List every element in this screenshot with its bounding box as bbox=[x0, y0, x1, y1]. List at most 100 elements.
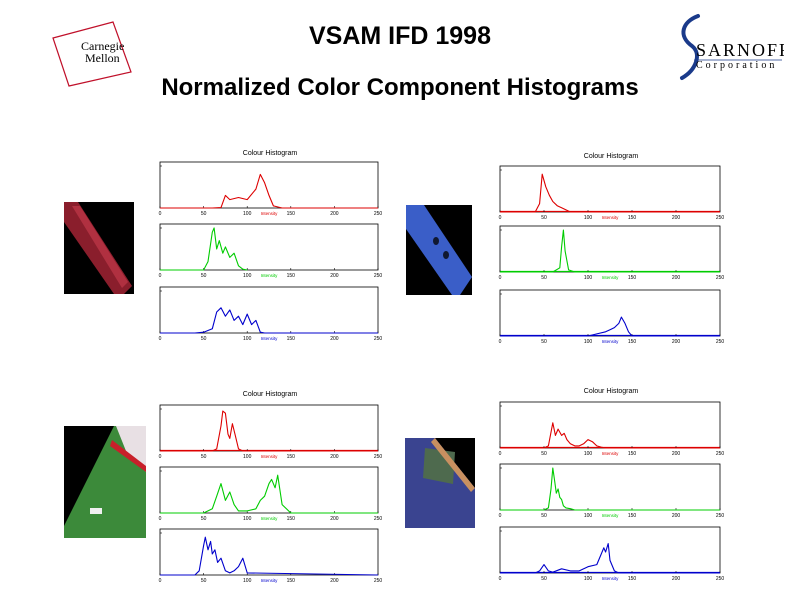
slide-subtitle: Normalized Color Component Histograms bbox=[161, 74, 639, 101]
histogram-1-red: 0 50 100 150 200 250 Intensity bbox=[159, 161, 383, 217]
hist-3-s2-tick-label-2: 100 bbox=[243, 516, 252, 522]
hist-1-s1-xlabel: Intensity bbox=[261, 211, 279, 216]
hist-2-s3-tick-label-3: 150 bbox=[628, 339, 637, 345]
hist-4-s3-tick-label-3: 150 bbox=[628, 576, 637, 582]
hist-4-s2-tick-label-1: 50 bbox=[541, 513, 547, 519]
histogram-1-blue: 0 50 100 150 200 250 Intensity bbox=[159, 286, 383, 342]
hist-4-s2-tick-label-0: 0 bbox=[499, 513, 502, 519]
hist-3-s3-tick-label-0: 0 bbox=[159, 578, 162, 584]
hist-1-s2-series-line bbox=[160, 227, 248, 271]
hist-4-s1-frame bbox=[499, 401, 721, 449]
hist-1-s2-tick-label-1: 50 bbox=[201, 273, 207, 279]
hist-3-s3-series-line bbox=[160, 536, 379, 576]
hist-1-s3-frame bbox=[159, 286, 379, 334]
hist-3-s1-tick-label-5: 250 bbox=[374, 454, 383, 460]
hist-1-s1-tick-label-4: 200 bbox=[330, 211, 339, 217]
histogram-title-4: Colour Histogram bbox=[583, 388, 639, 395]
hist-4-s2-tick-label-4: 200 bbox=[672, 513, 681, 519]
hist-1-s3-xlabel: Intensity bbox=[261, 336, 279, 341]
sarnoff-logo: SARNOFF Corporation bbox=[680, 14, 784, 80]
hist-3-s3-tick-label-1: 50 bbox=[201, 578, 207, 584]
hist-3-s1-xlabel: Intensity bbox=[261, 454, 279, 459]
hist-3-s2-tick-label-0: 0 bbox=[159, 516, 162, 522]
hist-1-s1-tick-label-0: 0 bbox=[159, 211, 162, 217]
hist-1-s2-tick-label-3: 150 bbox=[287, 273, 296, 279]
object-swatch-green bbox=[64, 426, 146, 538]
histogram-4-red: 0 50 100 150 200 250 Intensity bbox=[499, 401, 725, 457]
sarnoff-logo-sub: Corporation bbox=[696, 60, 777, 71]
hist-2-s3-tick-label-2: 100 bbox=[584, 339, 593, 345]
histogram-3-green: 0 50 100 150 200 250 Intensity bbox=[159, 466, 382, 522]
hist-3-s3-frame bbox=[159, 528, 379, 576]
histogram-title-2: Colour Histogram bbox=[583, 153, 639, 160]
hist-1-s2-tick-label-2: 100 bbox=[243, 273, 252, 279]
hist-2-s2-tick-label-3: 150 bbox=[628, 275, 637, 281]
histogram-2-red: 0 50 100 150 200 250 Intensity bbox=[499, 165, 725, 221]
hist-1-s3-tick-label-1: 50 bbox=[201, 336, 207, 342]
cmu-logo-line2: Mellon bbox=[85, 51, 120, 65]
hist-4-s1-tick-label-3: 150 bbox=[628, 451, 637, 457]
object-swatch-red bbox=[64, 202, 134, 294]
hist-1-s2-frame bbox=[159, 223, 379, 271]
hist-4-s3-tick-label-4: 200 bbox=[672, 576, 681, 582]
hist-4-s3-xlabel: Intensity bbox=[602, 576, 620, 581]
hist-3-s2-tick-label-3: 150 bbox=[287, 516, 296, 522]
hist-4-s3-series-line bbox=[500, 543, 720, 574]
hist-4-s2-frame bbox=[499, 463, 721, 511]
hist-1-s1-tick-label-5: 250 bbox=[374, 211, 383, 217]
hist-2-s1-tick-label-0: 0 bbox=[499, 215, 502, 221]
hist-2-s1-xlabel: Intensity bbox=[602, 215, 620, 220]
hist-4-s1-tick-label-2: 100 bbox=[584, 451, 593, 457]
hist-4-s2-series-line bbox=[500, 467, 720, 511]
hist-4-s1-series-line bbox=[500, 422, 720, 449]
hist-3-s3-tick-label-3: 150 bbox=[287, 578, 296, 584]
hist-2-s1-tick-label-4: 200 bbox=[672, 215, 681, 221]
hist-2-s3-tick-label-0: 0 bbox=[499, 339, 502, 345]
histogram-4-green: 0 50 100 150 200 250 Intensity bbox=[499, 463, 725, 519]
hist-3-s3-tick-label-5: 250 bbox=[374, 578, 383, 584]
hist-3-s2-xlabel: Intensity bbox=[261, 516, 279, 521]
hist-1-s1-frame bbox=[159, 161, 379, 209]
hist-1-s2-tick-label-4: 200 bbox=[330, 273, 339, 279]
hist-3-s1-frame bbox=[159, 404, 379, 452]
histogram-title-3: Colour Histogram bbox=[242, 391, 298, 398]
hist-4-s2-tick-label-5: 250 bbox=[716, 513, 725, 519]
hist-4-s3-frame bbox=[499, 526, 721, 574]
hist-1-s1-tick-label-2: 100 bbox=[243, 211, 252, 217]
hist-3-s2-tick-label-1: 50 bbox=[201, 516, 207, 522]
hist-1-s1-tick-label-3: 150 bbox=[287, 211, 296, 217]
object-swatch-grey-blue bbox=[405, 438, 475, 528]
hist-2-s2-xlabel: Intensity bbox=[602, 275, 620, 280]
hist-2-s2-tick-label-5: 250 bbox=[716, 275, 725, 281]
hist-4-s1-tick-label-5: 250 bbox=[716, 451, 725, 457]
hist-1-s2-xlabel: Intensity bbox=[261, 273, 279, 278]
hist-3-s1-tick-label-4: 200 bbox=[330, 454, 339, 460]
hist-4-s2-tick-label-3: 150 bbox=[628, 513, 637, 519]
hist-3-s3-tick-label-2: 100 bbox=[243, 578, 252, 584]
hist-1-s3-tick-label-5: 250 bbox=[374, 336, 383, 342]
histogram-3-red: 0 50 100 150 200 250 Intensity bbox=[159, 404, 383, 460]
hist-4-s3-tick-label-5: 250 bbox=[716, 576, 725, 582]
cmu-logo-line1: Carnegie bbox=[81, 39, 124, 53]
hist-2-s2-tick-label-0: 0 bbox=[499, 275, 502, 281]
hist-3-s2-series-line bbox=[160, 474, 378, 514]
hist-3-s3-xlabel: Intensity bbox=[261, 578, 279, 583]
hist-2-s2-tick-label-1: 50 bbox=[541, 275, 547, 281]
hist-2-s1-tick-label-2: 100 bbox=[584, 215, 593, 221]
histogram-2-green: 0 50 100 150 200 250 Intensity bbox=[499, 225, 725, 281]
hist-1-s1-tick-label-1: 50 bbox=[201, 211, 207, 217]
hist-3-s1-tick-label-3: 150 bbox=[287, 454, 296, 460]
hist-3-s3-tick-label-4: 200 bbox=[330, 578, 339, 584]
histogram-title-1: Colour Histogram bbox=[242, 150, 298, 157]
hist-1-s3-tick-label-3: 150 bbox=[287, 336, 296, 342]
hist-2-s3-tick-label-5: 250 bbox=[716, 339, 725, 345]
hist-2-s1-tick-label-5: 250 bbox=[716, 215, 725, 221]
hist-4-s1-tick-label-4: 200 bbox=[672, 451, 681, 457]
hist-2-s1-tick-label-3: 150 bbox=[628, 215, 637, 221]
histogram-4-blue: 0 50 100 150 200 250 Intensity bbox=[499, 526, 725, 582]
hist-1-s3-series-line bbox=[160, 307, 378, 334]
carnegie-mellon-logo: Carnegie Mellon bbox=[52, 21, 132, 87]
hist-2-s3-series-line bbox=[500, 316, 720, 337]
hist-3-s1-tick-label-1: 50 bbox=[201, 454, 207, 460]
hist-4-s3-tick-label-1: 50 bbox=[541, 576, 547, 582]
